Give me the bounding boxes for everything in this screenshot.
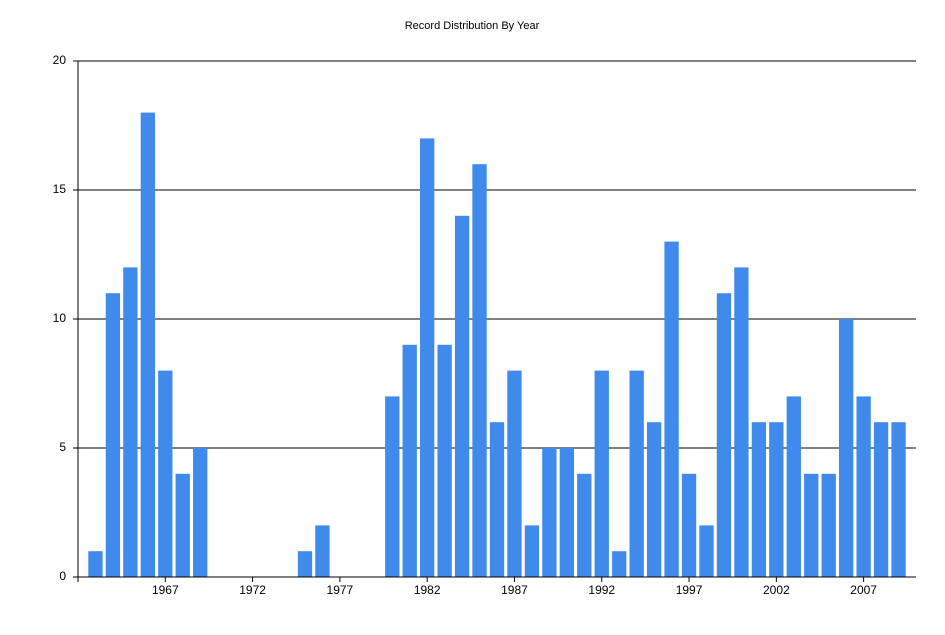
bar [140, 112, 155, 577]
y-tick-label: 20 [53, 53, 67, 67]
x-tick-label: 1997 [676, 583, 703, 597]
bar [175, 473, 190, 577]
bar [646, 422, 662, 577]
bar [716, 293, 732, 577]
bar [542, 448, 557, 577]
bar [769, 422, 784, 577]
y-tick-label: 0 [59, 569, 66, 583]
bar [437, 344, 452, 577]
bar [454, 215, 470, 578]
y-tick-label: 5 [59, 440, 66, 454]
y-tick-label: 10 [53, 311, 67, 325]
bar [524, 525, 540, 577]
y-tick-label: 15 [53, 182, 67, 196]
bar [577, 473, 592, 577]
bar [873, 422, 889, 577]
bar [612, 551, 627, 577]
x-tick-label: 1977 [327, 583, 354, 597]
x-tick-label: 2002 [763, 583, 790, 597]
bar [123, 267, 138, 577]
bar [402, 344, 417, 577]
bar [193, 448, 208, 577]
bar [420, 138, 435, 577]
x-tick-label: 1987 [501, 583, 528, 597]
bar [629, 370, 644, 577]
bar [839, 319, 854, 577]
bar [786, 396, 801, 577]
bar [751, 422, 767, 577]
x-tick-label: 2007 [850, 583, 877, 597]
bar [856, 396, 871, 577]
bar [664, 241, 679, 577]
bar [804, 473, 819, 577]
bar [489, 422, 505, 577]
bar [891, 422, 906, 577]
bar [315, 525, 330, 577]
x-tick-label: 1992 [588, 583, 615, 597]
chart-title: Record Distribution By Year [405, 20, 540, 32]
bar [681, 473, 697, 577]
bar [297, 551, 313, 577]
bar [88, 551, 103, 577]
bar [699, 525, 714, 577]
x-tick-label: 1967 [152, 583, 179, 597]
bar [472, 164, 487, 577]
bar [105, 293, 121, 577]
bar [821, 473, 836, 577]
bar [594, 370, 609, 577]
bar [559, 448, 574, 577]
bar [385, 396, 400, 577]
bar [734, 267, 749, 577]
bar [507, 370, 522, 577]
bar [158, 370, 173, 577]
x-tick-label: 1982 [414, 583, 441, 597]
x-tick-label: 1972 [239, 583, 266, 597]
